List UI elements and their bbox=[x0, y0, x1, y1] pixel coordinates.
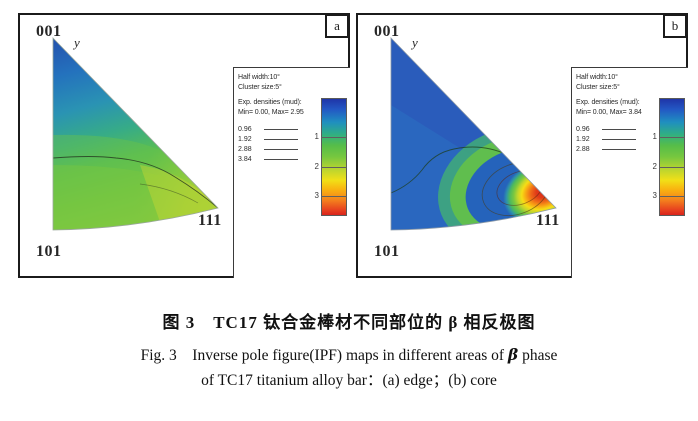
colorbar-tick-1-edge: 1 bbox=[314, 132, 319, 141]
contour-level-value: 2.88 bbox=[238, 145, 252, 153]
colorbar-tick-3-edge: 3 bbox=[314, 191, 319, 200]
colorbar-tick-2-core: 2 bbox=[652, 162, 657, 171]
axis-label-y-core: y bbox=[412, 35, 419, 50]
figure-area: a bbox=[18, 13, 688, 278]
caption-english: Fig. 3 Inverse pole figure(IPF) maps in … bbox=[0, 342, 698, 393]
contour-level-value: 0.96 bbox=[238, 125, 252, 133]
ipf-plot-svg-core bbox=[390, 37, 557, 231]
contour-level-row: 1.92 bbox=[576, 134, 688, 144]
contour-level-row: 2.88 bbox=[576, 144, 688, 154]
legend-cluster-size-edge: Cluster size:5° bbox=[238, 83, 282, 91]
legend-min-max-edge: Min= 0.00, Max= 2.95 bbox=[238, 108, 304, 116]
caption-beta-symbol: β bbox=[507, 345, 519, 364]
contour-level-dash bbox=[602, 138, 636, 140]
contour-level-dash bbox=[264, 158, 298, 160]
corner-label-001-edge: 001 bbox=[36, 23, 62, 40]
legend-exp-densities-core: Exp. densities (mud): bbox=[576, 99, 640, 106]
corner-label-001-core: 001 bbox=[374, 23, 400, 40]
ipf-plot-svg-edge bbox=[52, 37, 219, 231]
contour-level-row: 0.96 bbox=[238, 124, 350, 134]
ipf-density-field-core bbox=[391, 38, 556, 230]
ipf-panel-edge: a bbox=[18, 13, 350, 278]
legend-half-width-core: Half width:10° bbox=[576, 74, 618, 81]
legend-cluster-size-core: Cluster size:5° bbox=[576, 83, 620, 91]
ipf-panel-core: b bbox=[356, 13, 688, 278]
contour-level-row: 3.84 bbox=[238, 154, 350, 164]
contour-level-dash bbox=[264, 148, 298, 150]
legend-box-edge: Half width:10° Cluster size:5° Exp. dens… bbox=[233, 67, 350, 278]
contour-level-row: 0.96 bbox=[576, 124, 688, 134]
ipf-triangle-edge: 001 y 101 111 bbox=[20, 15, 235, 276]
contour-level-value: 3.84 bbox=[238, 155, 252, 163]
caption-english-line1-post: phase bbox=[518, 347, 558, 364]
contour-level-row: 2.88 bbox=[238, 144, 350, 154]
axis-label-y-edge: y bbox=[74, 35, 81, 50]
caption-english-line2: of TC17 titanium alloy bar：(a) edge；(b) … bbox=[201, 372, 497, 389]
colorbar-tick-2-edge: 2 bbox=[314, 162, 319, 171]
legend-min-max-core: Min= 0.00, Max= 3.84 bbox=[576, 108, 642, 116]
panel-label-a: a bbox=[325, 14, 349, 38]
ipf-density-field-edge bbox=[53, 38, 218, 230]
corner-label-111-edge: 111 bbox=[198, 212, 222, 229]
ipf-triangle-core: 001 y 101 111 bbox=[358, 15, 573, 276]
corner-label-101-core: 101 bbox=[374, 243, 400, 260]
contour-level-value: 1.92 bbox=[238, 135, 252, 143]
corner-label-111-core: 111 bbox=[536, 212, 560, 229]
colorbar-tick-1-core: 1 bbox=[652, 132, 657, 141]
caption-english-line1-pre: Fig. 3 Inverse pole figure(IPF) maps in … bbox=[140, 347, 508, 364]
corner-label-101-edge: 101 bbox=[36, 243, 62, 260]
legend-half-width-edge: Half width:10° bbox=[238, 74, 280, 81]
triangle-outline-core bbox=[390, 37, 557, 231]
colorbar-core bbox=[659, 98, 685, 216]
panel-label-b: b bbox=[663, 14, 687, 38]
contour-level-dash bbox=[602, 148, 636, 150]
contour-level-value: 1.92 bbox=[576, 135, 590, 143]
contour-level-value: 0.96 bbox=[576, 125, 590, 133]
legend-exp-densities-edge: Exp. densities (mud): bbox=[238, 99, 302, 106]
contour-level-list-core: 0.96 1.92 2.88 bbox=[576, 124, 688, 154]
colorbar-tick-3-core: 3 bbox=[652, 191, 657, 200]
contour-level-dash bbox=[264, 128, 298, 130]
contour-level-list-edge: 0.96 1.92 2.88 3.84 bbox=[238, 124, 350, 164]
contour-level-value: 2.88 bbox=[576, 145, 590, 153]
contour-level-row: 1.92 bbox=[238, 134, 350, 144]
triangle-outline-edge bbox=[52, 37, 219, 231]
caption-chinese: 图 3 TC17 钛合金棒材不同部位的 β 相反极图 bbox=[162, 313, 536, 332]
figure-caption: 图 3 TC17 钛合金棒材不同部位的 β 相反极图 Fig. 3 Invers… bbox=[0, 292, 698, 421]
contour-level-dash bbox=[602, 128, 636, 130]
colorbar-edge bbox=[321, 98, 347, 216]
contour-level-dash bbox=[264, 138, 298, 140]
legend-box-core: Half width:10° Cluster size:5° Exp. dens… bbox=[571, 67, 688, 278]
